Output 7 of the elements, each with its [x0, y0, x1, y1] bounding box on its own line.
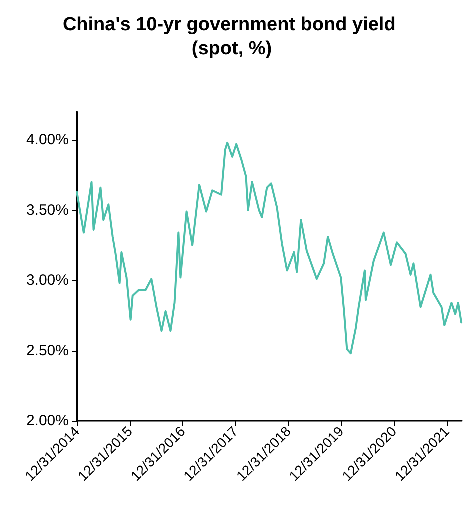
y-tick-label: 3.50%	[26, 202, 69, 219]
line-series	[76, 142, 463, 355]
y-tick-label: 2.00%	[26, 412, 69, 430]
y-tick-label: 4.00%	[26, 132, 69, 149]
chart-title: China's 10-yr government bond yield (spot, %)	[62, 14, 402, 60]
y-tick-label: 2.50%	[26, 342, 69, 360]
y-tick-label: 3.00%	[26, 272, 69, 290]
